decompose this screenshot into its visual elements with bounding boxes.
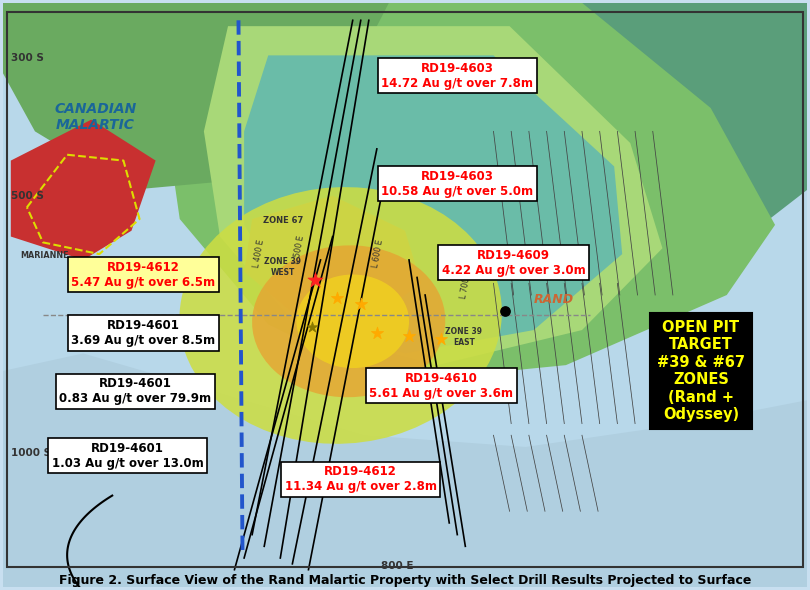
Ellipse shape xyxy=(252,245,446,397)
Text: L 500 E: L 500 E xyxy=(292,235,305,264)
Ellipse shape xyxy=(180,187,502,444)
Ellipse shape xyxy=(296,274,409,368)
Text: RD19-4609
4.22 Au g/t over 3.0m: RD19-4609 4.22 Au g/t over 3.0m xyxy=(441,249,586,277)
Point xyxy=(498,307,511,316)
Text: L 600 E: L 600 E xyxy=(371,240,385,269)
Text: OPEN PIT
TARGET
#39 & #67
ZONES
(Rand +
Odyssey): OPEN PIT TARGET #39 & #67 ZONES (Rand + … xyxy=(657,320,745,422)
Text: MARIANNE: MARIANNE xyxy=(20,251,69,260)
Polygon shape xyxy=(11,120,156,260)
Text: 300 S: 300 S xyxy=(11,53,44,63)
Text: RD19-4601
3.69 Au g/t over 8.5m: RD19-4601 3.69 Au g/t over 8.5m xyxy=(71,319,215,347)
Text: RD19-4610
5.61 Au g/t over 3.6m: RD19-4610 5.61 Au g/t over 3.6m xyxy=(369,372,514,399)
Polygon shape xyxy=(204,26,663,365)
Polygon shape xyxy=(164,3,775,383)
Point xyxy=(370,328,383,337)
Polygon shape xyxy=(2,353,808,587)
Text: 500 S: 500 S xyxy=(11,191,44,201)
Text: RD19-4601
1.03 Au g/t over 13.0m: RD19-4601 1.03 Au g/t over 13.0m xyxy=(52,442,203,470)
Polygon shape xyxy=(2,3,389,190)
Text: ZONE 67: ZONE 67 xyxy=(262,216,303,225)
Text: RD19-4612
5.47 Au g/t over 6.5m: RD19-4612 5.47 Au g/t over 6.5m xyxy=(71,261,215,289)
Point xyxy=(403,331,416,340)
Point xyxy=(435,334,448,343)
Text: ZONE 39
EAST: ZONE 39 EAST xyxy=(446,327,482,347)
Text: RD19-4612
11.34 Au g/t over 2.8m: RD19-4612 11.34 Au g/t over 2.8m xyxy=(285,465,437,493)
Polygon shape xyxy=(244,196,421,319)
Text: RAND: RAND xyxy=(534,293,573,306)
Point xyxy=(306,322,319,332)
Text: ZONE 39
WEST: ZONE 39 WEST xyxy=(264,257,301,277)
Point xyxy=(330,293,343,303)
Text: CANADIAN
MALARTIC: CANADIAN MALARTIC xyxy=(54,101,136,132)
Text: L 400 E: L 400 E xyxy=(252,240,266,269)
Text: 800 E: 800 E xyxy=(381,560,413,571)
Text: Figure 2. Surface View of the Rand Malartic Property with Select Drill Results P: Figure 2. Surface View of the Rand Malar… xyxy=(59,574,751,587)
Text: RD19-4601
0.83 Au g/t over 79.9m: RD19-4601 0.83 Au g/t over 79.9m xyxy=(59,378,211,405)
Polygon shape xyxy=(341,3,808,307)
Text: L 700 E: L 700 E xyxy=(459,270,473,299)
Point xyxy=(354,299,367,309)
Text: RD19-4603
10.58 Au g/t over 5.0m: RD19-4603 10.58 Au g/t over 5.0m xyxy=(382,170,533,198)
Text: 1000 S: 1000 S xyxy=(11,448,51,458)
Point xyxy=(309,276,322,285)
Polygon shape xyxy=(244,55,622,353)
Text: RD19-4603
14.72 Au g/t over 7.8m: RD19-4603 14.72 Au g/t over 7.8m xyxy=(382,62,533,90)
